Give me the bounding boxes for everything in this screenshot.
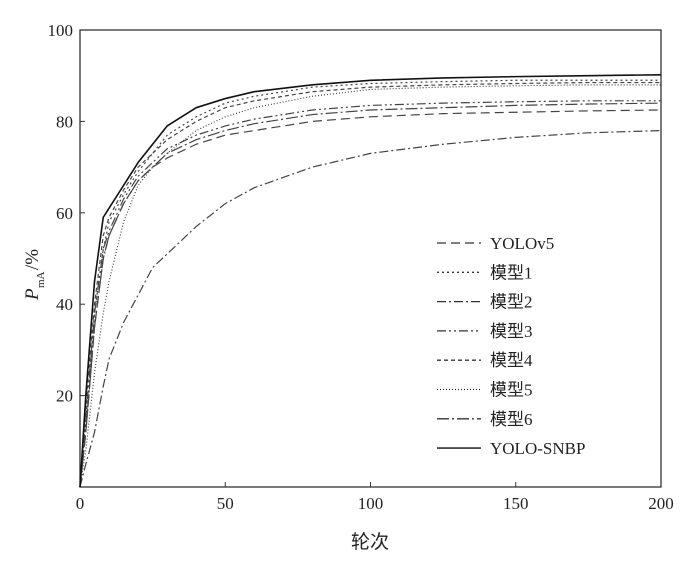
legend-label: 模型2 [490, 293, 533, 312]
legend-label: 模型3 [490, 322, 533, 341]
y-axis-label-unit: /% [22, 249, 43, 270]
x-tick-label: 100 [358, 494, 384, 513]
series-line-2 [79, 129, 662, 488]
series-line-4 [79, 81, 661, 488]
x-axis-label: 轮次 [351, 531, 389, 553]
series-line-1 [79, 79, 661, 488]
legend-label: YOLOv5 [490, 234, 554, 253]
series-line-7 [79, 73, 662, 488]
x-tick-label: 0 [76, 494, 85, 513]
legend-label: 模型4 [490, 351, 533, 370]
plot-frame [79, 29, 662, 488]
y-tick-label: 60 [56, 204, 73, 223]
series-line-6 [79, 102, 662, 488]
legend-label: YOLO-SNBP [490, 439, 585, 458]
x-tick-label: 150 [503, 494, 529, 513]
y-tick-label: 80 [56, 112, 73, 131]
legend-label: 模型5 [490, 381, 533, 400]
series-line-5 [79, 84, 661, 488]
x-tick-label: 200 [648, 494, 674, 513]
series-line-0 [79, 109, 662, 488]
y-axis-label: P mA /% [22, 249, 47, 301]
legend-label: 模型1 [490, 263, 533, 282]
series-line-3 [79, 100, 661, 488]
y-axis-label-main: P [22, 288, 43, 301]
y-tick-label: 20 [56, 387, 73, 406]
y-tick-label: 100 [48, 21, 74, 40]
y-tick-label: 40 [56, 295, 73, 314]
legend-label: 模型6 [490, 410, 533, 429]
y-axis-label-sub: mA [35, 271, 47, 288]
x-tick-label: 50 [217, 494, 234, 513]
